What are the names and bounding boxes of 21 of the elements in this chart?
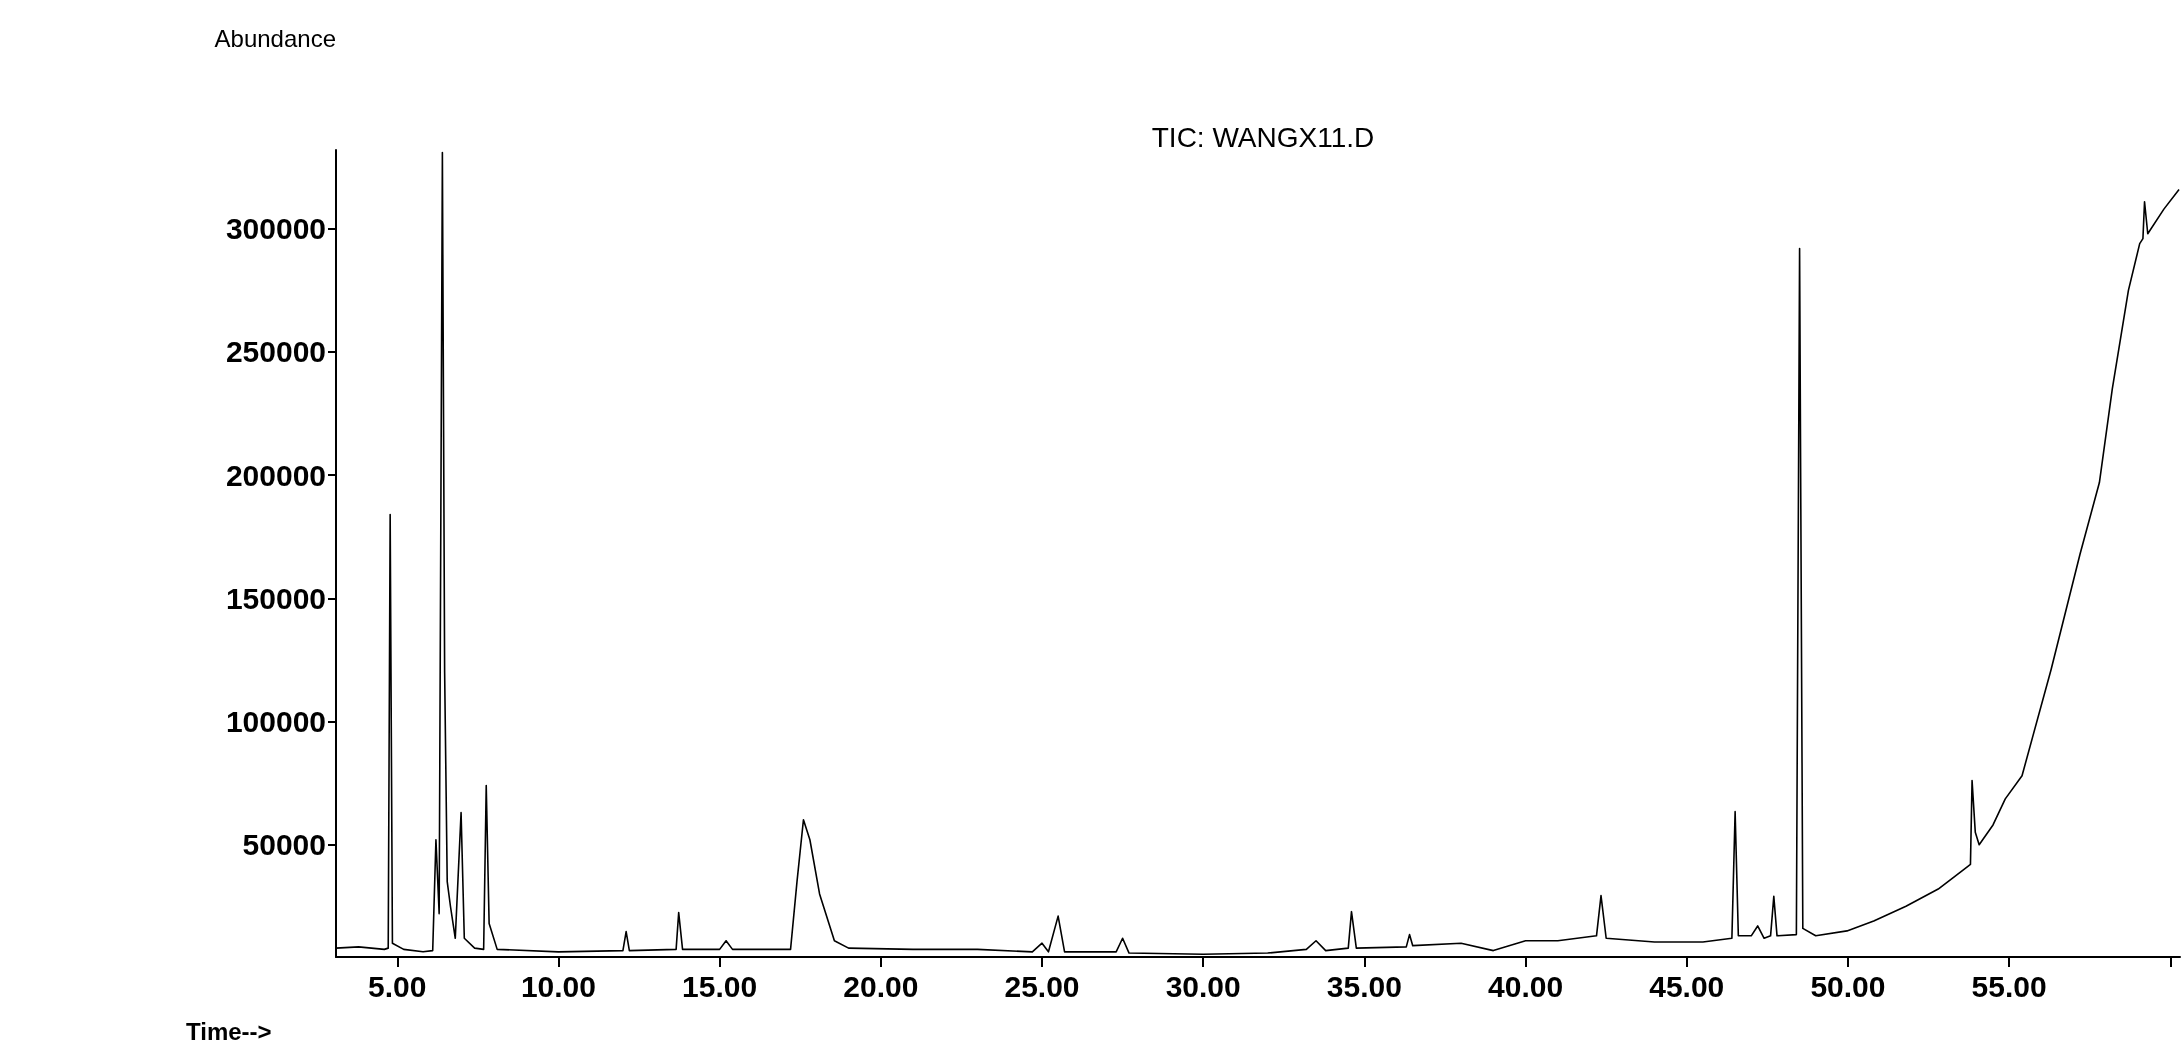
y-tick-label: 100000 xyxy=(225,705,326,738)
x-tick-label: 5.00 xyxy=(368,969,427,1003)
x-tick-label: 25.00 xyxy=(1004,969,1080,1003)
y-tick-label: 300000 xyxy=(225,212,326,246)
x-axis-title: Time--> xyxy=(186,1017,272,1045)
y-tick-label: 200000 xyxy=(225,458,326,492)
x-tick-label: 20.00 xyxy=(843,969,919,1003)
x-tick-label: 15.00 xyxy=(682,969,758,1003)
y-axis-title: Abundance xyxy=(214,24,336,52)
y-tick-label: 50000 xyxy=(242,828,326,862)
x-tick-label: 35.00 xyxy=(1326,969,1402,1003)
y-tick-label: 150000 xyxy=(225,581,326,615)
chart-title: TIC: WANGX11.D xyxy=(1151,121,1375,153)
x-tick-label: 40.00 xyxy=(1488,969,1564,1003)
line-series xyxy=(335,151,2180,956)
x-tick-label: 30.00 xyxy=(1165,969,1241,1003)
x-tick-label: 45.00 xyxy=(1649,969,1725,1003)
y-tick-label: 250000 xyxy=(225,335,326,369)
x-tick-label: 10.00 xyxy=(520,969,596,1003)
x-tick-label: 55.00 xyxy=(1971,969,2047,1003)
x-tick-label: 50.00 xyxy=(1810,969,1886,1003)
